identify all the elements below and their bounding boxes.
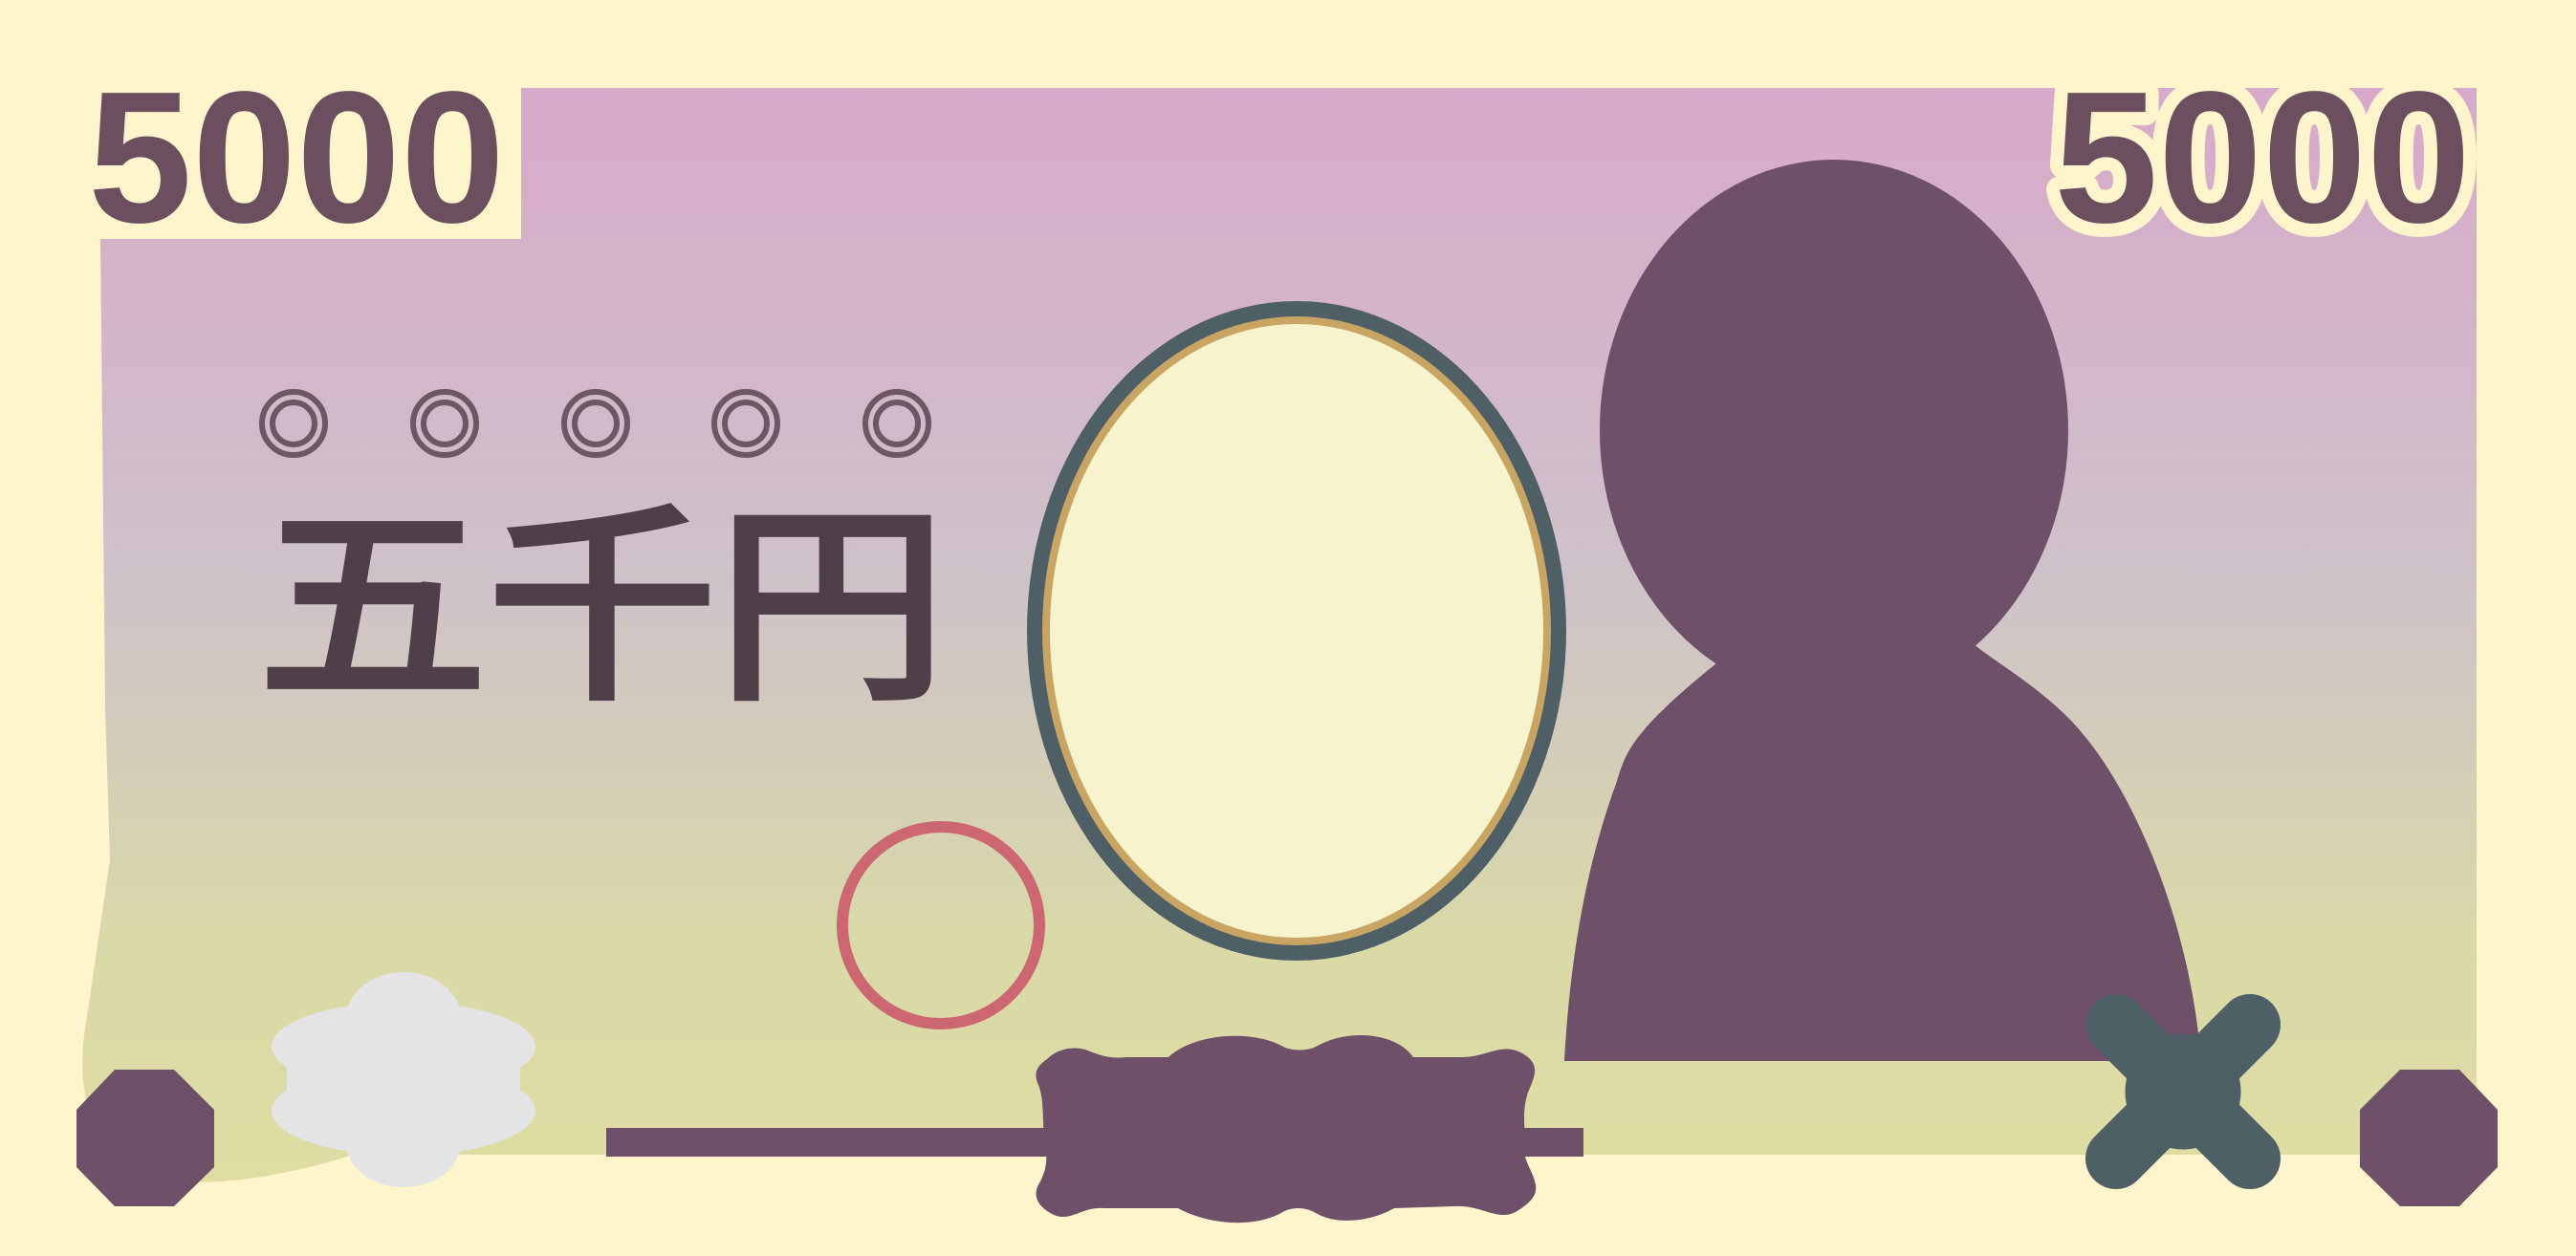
kanji-amount: 五千円 (258, 486, 947, 730)
denomination-top-right: 5000 (2054, 53, 2471, 262)
serial-mark (410, 389, 479, 458)
serial-mark (270, 400, 317, 447)
cloud-hologram-icon (272, 972, 535, 1187)
serial-mark (421, 400, 469, 447)
serial-mark (561, 389, 630, 458)
denomination-top-left: 5000 (88, 53, 505, 262)
octagon-tactile-mark-icon-right (2360, 1070, 2498, 1206)
circle-seal-icon (837, 821, 1045, 1029)
serial-mark (259, 389, 328, 458)
oval-watermark-frame (1027, 301, 1566, 961)
serial-mark (722, 400, 770, 447)
serial-placeholder-marks (259, 389, 931, 458)
serial-mark (711, 389, 780, 458)
serial-mark (873, 400, 921, 447)
serial-mark (862, 389, 931, 458)
bottom-plaque (1036, 1034, 1537, 1224)
octagon-tactile-mark-icon-left (76, 1070, 214, 1206)
person-silhouette-icon (1564, 160, 2201, 1061)
x-tactile-mark-icon (2085, 994, 2281, 1189)
serial-mark (572, 400, 620, 447)
